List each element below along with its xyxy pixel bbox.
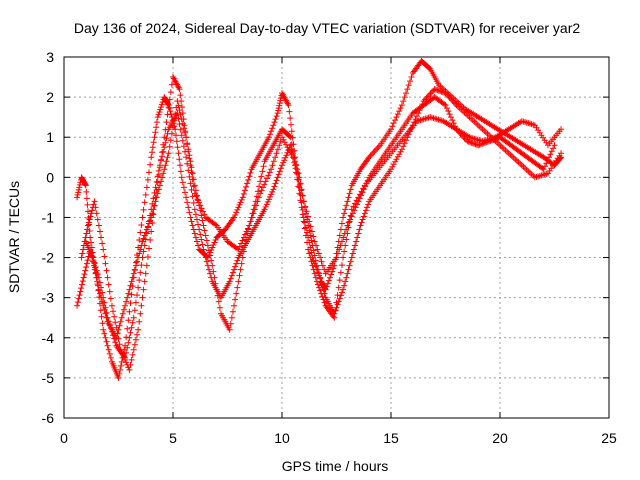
y-tick-label: 3 (46, 49, 54, 65)
y-tick-label: -4 (42, 330, 55, 346)
plus-markers (78, 74, 565, 373)
y-tick-label: 2 (46, 89, 54, 105)
x-tick-label: 0 (60, 430, 68, 446)
x-tick-label: 20 (492, 430, 508, 446)
x-tick-label: 15 (383, 430, 399, 446)
y-tick-label: -6 (42, 410, 55, 426)
plot-frame (63, 56, 610, 419)
y-axis-ticks: 3 2 1 0 -1 -2 -3 -4 -5 -6 (42, 49, 609, 426)
y-tick-label: -5 (42, 370, 55, 386)
x-axis-label: GPS time / hours (282, 458, 389, 474)
series-track-3 (78, 74, 565, 373)
x-tick-label: 10 (274, 430, 290, 446)
plus-markers (82, 94, 558, 341)
y-tick-label: -1 (42, 209, 55, 225)
x-tick-label: 5 (169, 430, 177, 446)
data-points (74, 58, 565, 381)
x-tick-label: 25 (601, 430, 617, 446)
series-track-4 (82, 94, 558, 341)
y-tick-label: -3 (42, 290, 55, 306)
chart-title: Day 136 of 2024, Sidereal Day-to-day VTE… (74, 20, 580, 36)
x-axis-ticks: 0 5 10 15 20 25 (60, 57, 617, 446)
y-tick-label: 1 (46, 129, 54, 145)
y-axis-label: SDTVAR / TECUs (6, 181, 22, 293)
y-tick-label: -2 (42, 250, 55, 266)
y-tick-label: 0 (46, 169, 54, 185)
